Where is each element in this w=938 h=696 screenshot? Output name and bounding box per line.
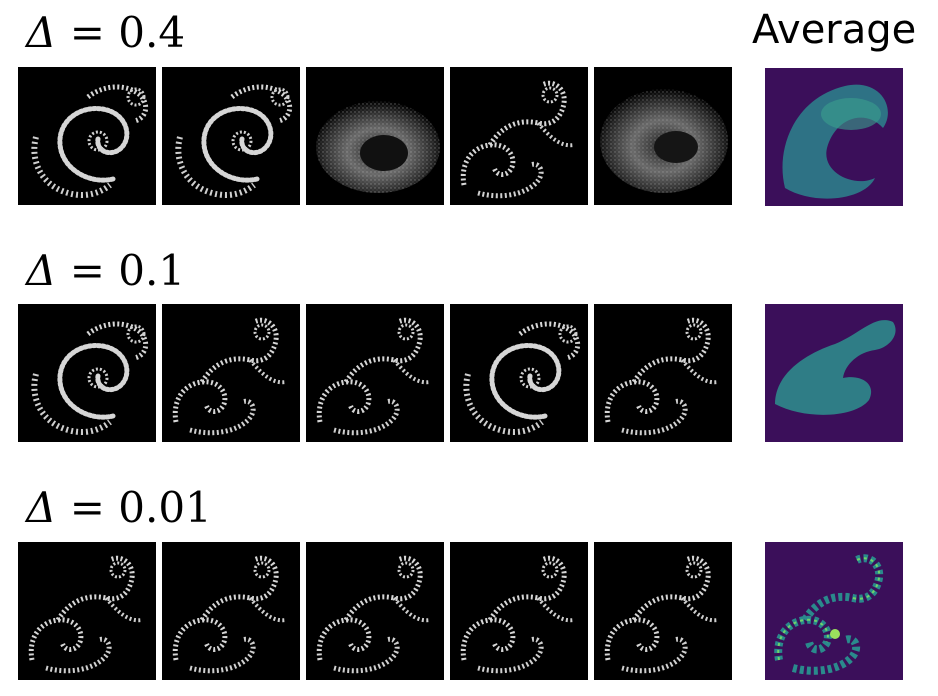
row3-sample-4 xyxy=(450,542,588,680)
average-column-title: Average xyxy=(752,7,917,53)
delta-symbol: Δ xyxy=(26,8,57,57)
row1-sample-4 xyxy=(450,67,588,205)
row2-sample-2 xyxy=(162,304,300,442)
row3-sample-1 xyxy=(18,542,156,680)
row2-sample-1 xyxy=(18,304,156,442)
equals-sign: = xyxy=(69,246,105,295)
row1-average xyxy=(765,68,903,206)
row2-sample-3 xyxy=(306,304,444,442)
delta-symbol: Δ xyxy=(26,483,57,532)
delta-value: 0.01 xyxy=(118,483,212,532)
equals-sign: = xyxy=(69,8,105,57)
row3-sample-2 xyxy=(162,542,300,680)
row-label-delta-0.4: Δ = 0.4 xyxy=(26,12,185,54)
row3-sample-5 xyxy=(594,542,732,680)
row2-sample-4 xyxy=(450,304,588,442)
row2-sample-5 xyxy=(594,304,732,442)
row1-sample-3 xyxy=(306,67,444,205)
row1-sample-1 xyxy=(18,67,156,205)
row2-average xyxy=(765,304,903,442)
row-label-delta-0.01: Δ = 0.01 xyxy=(26,487,212,529)
row1-sample-2 xyxy=(162,67,300,205)
delta-value: 0.1 xyxy=(118,246,186,295)
row1-sample-5 xyxy=(594,67,732,205)
row3-sample-3 xyxy=(306,542,444,680)
equals-sign: = xyxy=(69,483,105,532)
row3-average xyxy=(765,542,903,680)
delta-value: 0.4 xyxy=(118,8,186,57)
delta-symbol: Δ xyxy=(26,246,57,295)
row-label-delta-0.1: Δ = 0.1 xyxy=(26,250,185,292)
